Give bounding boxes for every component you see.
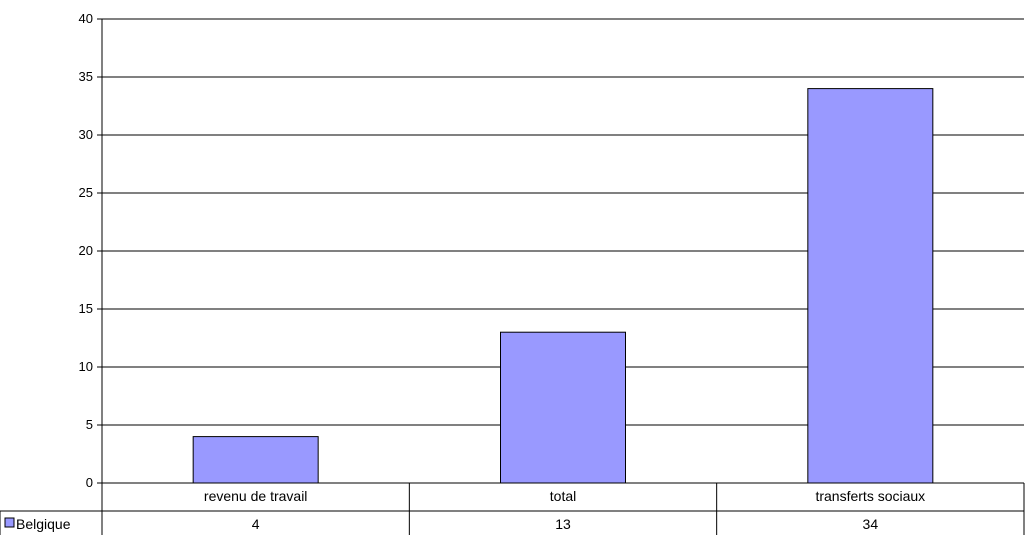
y-tick-label: 0 <box>86 475 93 490</box>
y-tick-label: 40 <box>79 11 93 26</box>
bar <box>192 436 319 484</box>
legend-label: Belgique <box>16 516 71 532</box>
y-tick-label: 10 <box>79 359 93 374</box>
bar <box>807 88 934 484</box>
y-tick-label: 25 <box>79 185 93 200</box>
y-tick-label: 15 <box>79 301 93 316</box>
y-axis: 0 5 10 15 20 25 30 35 40 <box>79 11 103 535</box>
y-tick-label: 35 <box>79 69 93 84</box>
category-label: revenu de travail <box>204 488 308 504</box>
category-label: total <box>550 488 576 504</box>
gridlines <box>102 18 1024 426</box>
y-tick-label: 20 <box>79 243 93 258</box>
legend-swatch <box>4 517 15 528</box>
data-value-label: 34 <box>863 516 879 532</box>
data-value-label: 13 <box>555 516 571 532</box>
data-value-label: 4 <box>252 516 260 532</box>
data-table: revenu de travail 4 total 13 transferts soci… <box>0 482 1025 535</box>
bar <box>500 331 626 484</box>
category-label: transferts sociaux <box>815 488 925 504</box>
y-tick-label: 5 <box>86 417 93 432</box>
bars <box>192 88 934 484</box>
y-tick-label: 30 <box>79 127 93 142</box>
